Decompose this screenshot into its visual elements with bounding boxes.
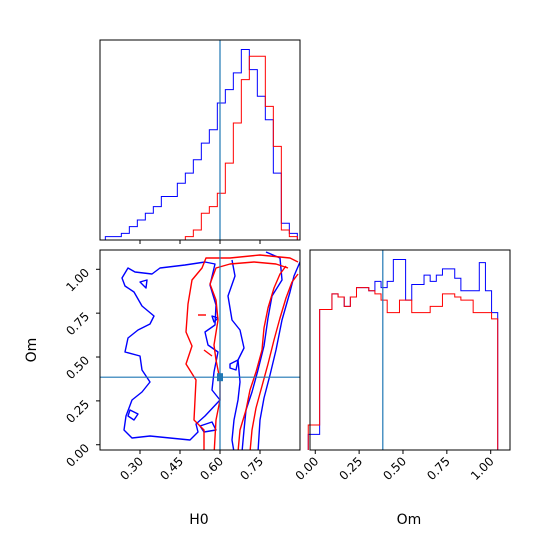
x-tick-label-om-0: 0.00 (293, 454, 322, 483)
x-tick-label-h0-2: 0.60 (197, 454, 226, 483)
x-tick-label-h0-3: 0.75 (237, 454, 266, 483)
y-axis-label-om: Om (24, 338, 40, 363)
contour-blue-island-2 (127, 409, 139, 421)
x-tick-label-om-3: 0.75 (424, 454, 453, 483)
contour-red-inner-right (237, 265, 287, 450)
contour-blue-island-4 (229, 359, 239, 371)
contour-red-inner-left (209, 261, 289, 450)
axis-labels: H0 Om Om (24, 338, 421, 528)
contour-red-outer-right (249, 273, 299, 450)
y-tick-label-om-0: 0.00 (63, 441, 92, 470)
contour-blue-island-1 (139, 279, 148, 289)
x-axis-label-om: Om (397, 512, 422, 528)
y-tick-label-om-2: 0.50 (63, 353, 92, 382)
x-tick-label-h0-0: 0.30 (117, 454, 146, 483)
histogram-om-series-1 (307, 259, 510, 451)
histogram-om-frame (309, 249, 511, 451)
contour-blue-outer (121, 261, 221, 441)
x-tick-label-om-4: 1.00 (468, 454, 497, 483)
contour-blue-right-edge (257, 261, 300, 450)
x-tick-label-om-1: 0.25 (336, 454, 365, 483)
histogram-om-series-2 (307, 287, 510, 451)
x-tick-label-om-2: 0.50 (380, 454, 409, 483)
histogram-h0-panel (99, 39, 301, 244)
y-tick-label-om-1: 0.25 (63, 397, 92, 426)
contour-blue-island-5 (199, 421, 217, 433)
x-axis-label-h0: H0 (189, 512, 208, 528)
y-tick-label-om-4: 1.00 (63, 266, 92, 295)
histogram-h0-frame (99, 39, 301, 241)
contour-h0-om-panel: 0.30 0.45 0.60 0.75 0.00 0.25 0.50 0.75 1.00 (63, 249, 301, 483)
truth-marker (217, 373, 223, 382)
histogram-om-panel: 0.00 0.25 0.50 0.75 1.00 (293, 249, 511, 483)
contour-red-outer (185, 254, 299, 450)
contour-blue-island-3 (211, 315, 219, 323)
histogram-h0-series-1 (104, 49, 298, 240)
contour-lines (121, 251, 300, 450)
contour-red-dash-2 (203, 349, 213, 357)
contour-panel-frame (99, 249, 301, 451)
y-tick-label-om-3: 0.75 (63, 309, 92, 338)
x-tick-label-h0-1: 0.45 (157, 454, 186, 483)
contour-blue-inner-edge (227, 259, 245, 450)
